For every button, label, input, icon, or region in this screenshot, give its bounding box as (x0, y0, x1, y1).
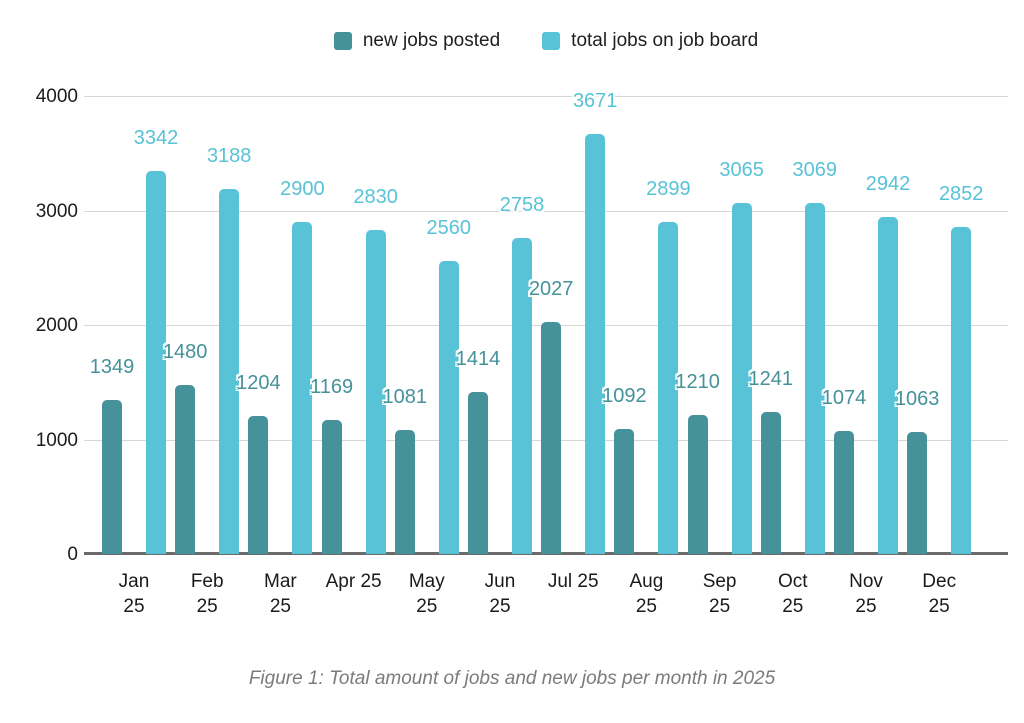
legend-item-new-jobs: new jobs posted (333, 30, 501, 52)
bar-total-jobs-jan-25 (146, 171, 166, 554)
legend-item-total-jobs: total jobs on job board (542, 30, 758, 52)
y-tick-label-1000: 1000 (35, 429, 78, 451)
legend-swatch-icon (333, 32, 352, 50)
bar-total-jobs-feb-25 (219, 188, 240, 554)
data-label-total-jobs-feb-25: 3188 (206, 144, 252, 167)
data-label-total-jobs-jul-25: 3671 (572, 89, 618, 112)
x-tick-label-dec-25: Dec 25 (922, 571, 957, 617)
y-tick-label-0: 0 (67, 544, 78, 565)
bar-total-jobs-jul-25 (585, 133, 606, 554)
bar-total-jobs-nov-25 (878, 217, 898, 554)
x-tick-label-jul-25: Jul 25 (547, 571, 599, 592)
x-tick-label-apr-25: Apr 25 (325, 571, 382, 592)
gridline-4000 (84, 96, 1008, 97)
bar-new-jobs-feb-25 (175, 384, 196, 554)
x-tick-label-sep-25: Sep 25 (702, 571, 737, 617)
bar-total-jobs-aug-25 (658, 222, 679, 554)
bar-new-jobs-jan-25 (102, 399, 122, 554)
legend-label: new jobs posted (362, 30, 501, 51)
legend-label: total jobs on job board (571, 30, 759, 51)
bar-total-jobs-sep-25 (731, 203, 752, 554)
data-label-total-jobs-nov-25: 2942 (865, 173, 911, 196)
x-tick-label-may-25: May 25 (408, 571, 445, 617)
bar-new-jobs-nov-25 (834, 431, 854, 554)
bar-total-jobs-mar-25 (292, 221, 313, 554)
bar-new-jobs-jul-25 (541, 321, 562, 554)
bar-new-jobs-aug-25 (614, 428, 635, 554)
y-tick-label-4000: 4000 (35, 86, 78, 107)
bar-total-jobs-jun-25 (512, 238, 532, 554)
gridline-3000 (84, 210, 1008, 212)
data-label-total-jobs-may-25: 2560 (426, 216, 472, 239)
x-tick-label-aug-25: Aug 25 (629, 571, 664, 617)
data-label-total-jobs-mar-25: 2900 (280, 177, 325, 200)
chart-legend: new jobs posted total jobs on job board (84, 30, 1008, 52)
bar-new-jobs-apr-25 (321, 420, 342, 554)
bar-total-jobs-oct-25 (804, 202, 825, 554)
data-label-new-jobs-jan-25: 1349 (89, 355, 135, 378)
data-label-total-jobs-jun-25: 2758 (499, 194, 545, 217)
data-label-total-jobs-dec-25: 2852 (938, 183, 984, 206)
data-label-total-jobs-sep-25: 3065 (719, 159, 764, 182)
bar-total-jobs-dec-25 (951, 227, 972, 554)
x-tick-label-feb-25: Feb 25 (190, 571, 224, 617)
data-label-total-jobs-jan-25: 3342 (133, 127, 179, 150)
plot-area: 1349 3342 1480 3188 1204 2900 1169 2830 1081 2560… (84, 91, 1008, 555)
data-label-total-jobs-apr-25: 2830 (353, 185, 398, 208)
legend-swatch-icon (542, 32, 561, 50)
bar-total-jobs-may-25 (438, 260, 459, 554)
y-tick-label-2000: 2000 (35, 315, 78, 336)
x-tick-label-mar-25: Mar 25 (264, 571, 297, 617)
bar-new-jobs-oct-25 (760, 411, 781, 554)
data-label-total-jobs-oct-25: 3069 (792, 158, 838, 181)
y-tick-label-3000: 3000 (35, 200, 78, 222)
bar-new-jobs-mar-25 (248, 416, 269, 554)
bar-new-jobs-sep-25 (687, 415, 708, 554)
bar-new-jobs-may-25 (394, 430, 415, 554)
figure-caption: Figure 1: Total amount of jobs and new j… (248, 668, 776, 689)
bar-new-jobs-jun-25 (468, 392, 488, 554)
x-tick-label-oct-25: Oct 25 (778, 571, 808, 617)
x-tick-label-jan-25: Jan 25 (118, 571, 150, 617)
x-tick-label-jun-25: Jun 25 (484, 571, 516, 617)
x-tick-label-nov-25: Nov 25 (849, 571, 883, 617)
bar-total-jobs-apr-25 (365, 229, 386, 554)
data-label-total-jobs-aug-25: 2899 (646, 178, 691, 201)
bar-new-jobs-dec-25 (907, 432, 928, 554)
